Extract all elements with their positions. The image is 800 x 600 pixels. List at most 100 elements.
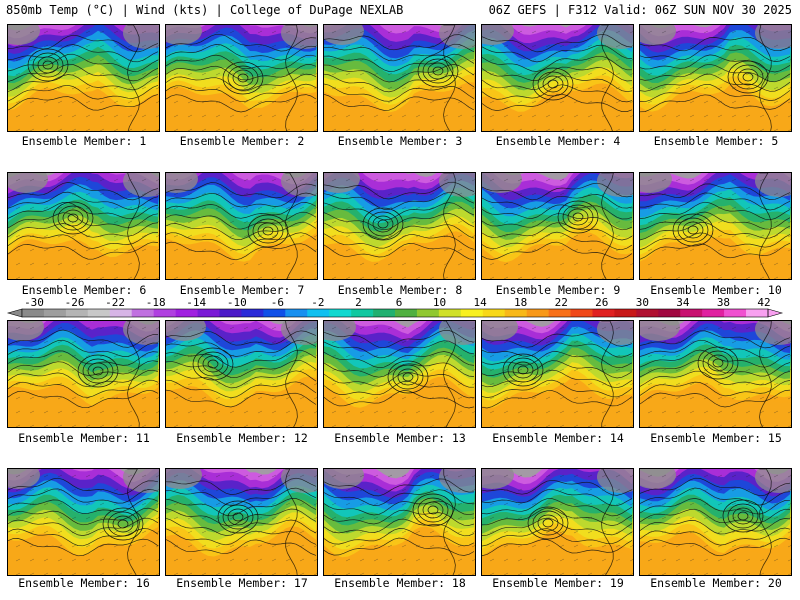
colorbar-tick-label: 2 — [355, 296, 362, 309]
ensemble-member-label: Ensemble Member: 11 — [18, 431, 150, 445]
colorbar-tick-label: -26 — [65, 296, 85, 309]
temperature-map — [640, 25, 791, 131]
ensemble-map-panel — [639, 468, 792, 576]
ensemble-member-label: Ensemble Member: 14 — [492, 431, 624, 445]
ensemble-map-panel — [481, 468, 634, 576]
colorbar-tick-label: -2 — [311, 296, 324, 309]
ensemble-map-panel — [639, 320, 792, 428]
ensemble-map-panel — [7, 320, 160, 428]
colorbar-tick-label: 10 — [433, 296, 446, 309]
temperature-map — [8, 469, 159, 575]
colorbar-tick-label: 30 — [636, 296, 649, 309]
ensemble-member-label: Ensemble Member: 20 — [650, 576, 782, 590]
ensemble-map-panel — [639, 24, 792, 132]
colorbar-swatch — [329, 309, 352, 317]
colorbar-swatch — [526, 309, 549, 317]
colorbar-swatch — [570, 309, 593, 317]
ensemble-member-label: Ensemble Member: 13 — [334, 431, 466, 445]
colorbar-swatch — [109, 309, 133, 317]
temperature-map — [640, 173, 791, 279]
ensemble-member-label: Ensemble Member: 6 — [21, 283, 147, 297]
colorbar-swatch — [724, 309, 747, 317]
header-left-title: 850mb Temp (°C) | Wind (kts) | College o… — [6, 3, 404, 17]
ensemble-map-panel — [481, 320, 634, 428]
colorbar-swatch — [395, 309, 418, 317]
colorbar-swatch — [548, 309, 571, 317]
colorbar-swatch — [219, 309, 242, 317]
ensemble-member-label: Ensemble Member: 9 — [495, 283, 621, 297]
colorbar-tick-label: 6 — [396, 296, 403, 309]
temperature-colorbar: -30 -26 -22 -18 -14 -10 -6 -2 2 6 10 14 18 22 26 30 34 38… — [6, 296, 784, 318]
colorbar-tick-label: 26 — [595, 296, 608, 309]
colorbar-tick-label: -10 — [227, 296, 247, 309]
ensemble-member-label: Ensemble Member: 5 — [653, 134, 779, 148]
colorbar-swatch — [263, 309, 286, 317]
colorbar-tick-label: 42 — [757, 296, 770, 309]
colorbar-tick-label: 18 — [514, 296, 527, 309]
colorbar-swatch — [65, 309, 89, 317]
colorbar-swatch — [87, 309, 111, 317]
temperature-map — [166, 321, 317, 427]
colorbar-swatch — [131, 309, 154, 317]
colorbar-tick-label: -30 — [24, 296, 44, 309]
colorbar-swatch — [22, 309, 45, 317]
colorbar-tick-label: -14 — [186, 296, 206, 309]
ensemble-map-panel — [165, 320, 318, 428]
colorbar-swatch — [482, 309, 506, 317]
colorbar-tick-label: -22 — [105, 296, 125, 309]
colorbar-swatch — [416, 309, 440, 317]
colorbar-swatch — [153, 309, 176, 317]
ensemble-member-label: Ensemble Member: 17 — [176, 576, 308, 590]
temperature-map — [482, 25, 633, 131]
temperature-map — [8, 25, 159, 131]
colorbar-tick-label: -6 — [271, 296, 284, 309]
ensemble-map-panel — [481, 172, 634, 280]
ensemble-map-panel — [7, 172, 160, 280]
ensemble-member-label: Ensemble Member: 12 — [176, 431, 308, 445]
ensemble-member-label: Ensemble Member: 18 — [334, 576, 466, 590]
colorbar-tick-label: 14 — [473, 296, 487, 309]
temperature-map — [324, 469, 475, 575]
temperature-map — [166, 173, 317, 279]
ensemble-map-panel — [7, 24, 160, 132]
colorbar-swatch — [197, 309, 220, 317]
colorbar-swatch — [175, 309, 198, 317]
temperature-map — [8, 173, 159, 279]
colorbar-tick-label: 38 — [717, 296, 730, 309]
colorbar-swatch — [658, 309, 681, 317]
colorbar-swatch — [241, 309, 264, 317]
colorbar-swatch — [373, 309, 396, 317]
colorbar-right-arrow — [767, 308, 784, 318]
ensemble-member-label: Ensemble Member: 3 — [337, 134, 463, 148]
ensemble-member-label: Ensemble Member: 15 — [650, 431, 782, 445]
temperature-map — [640, 469, 791, 575]
colorbar-swatch — [438, 309, 462, 317]
temperature-map — [482, 469, 633, 575]
ensemble-member-label: Ensemble Member: 1 — [21, 134, 147, 148]
ensemble-member-label: Ensemble Member: 8 — [337, 283, 463, 297]
ensemble-member-label: Ensemble Member: 7 — [179, 283, 305, 297]
ensemble-member-label: Ensemble Member: 19 — [492, 576, 624, 590]
ensemble-map-panel — [323, 24, 476, 132]
colorbar-swatch — [351, 309, 374, 317]
colorbar-swatch — [460, 309, 484, 317]
colorbar-swatch — [504, 309, 527, 317]
colorbar-swatch — [307, 309, 330, 317]
colorbar-swatch — [592, 309, 615, 317]
ensemble-map-panel — [481, 24, 634, 132]
colorbar-tick-label: 22 — [555, 296, 568, 309]
ensemble-member-label: Ensemble Member: 4 — [495, 134, 621, 148]
temperature-map — [324, 173, 475, 279]
ensemble-member-label: Ensemble Member: 16 — [18, 576, 150, 590]
temperature-map — [324, 321, 475, 427]
ensemble-map-panel — [323, 468, 476, 576]
colorbar-swatch — [43, 309, 67, 317]
ensemble-map-panel — [165, 172, 318, 280]
ensemble-map-panel — [165, 468, 318, 576]
ensemble-map-panel — [639, 172, 792, 280]
colorbar-tick-label: -18 — [146, 296, 166, 309]
temperature-map — [166, 25, 317, 131]
temperature-map — [324, 25, 475, 131]
colorbar-left-arrow — [6, 308, 23, 318]
ensemble-map-panel — [323, 320, 476, 428]
